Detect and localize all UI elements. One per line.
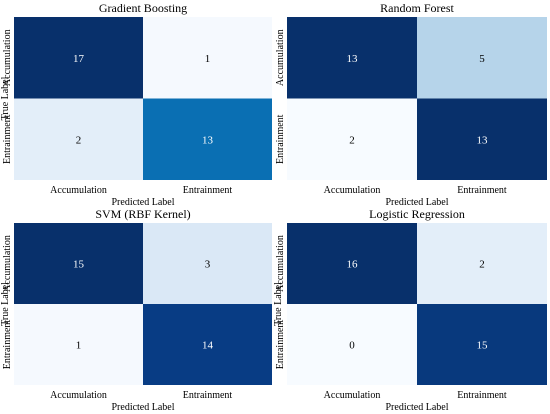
x-tick-label: Accumulation [50,185,107,196]
x-tick-label: Accumulation [50,390,107,401]
y-tick-label: Accumulation [2,29,13,86]
y-tick-label: Entrainment [275,114,286,164]
y-tick-label: Entrainment [2,114,13,164]
x-tick-label: Accumulation [324,185,381,196]
cell-value-label: 1 [76,340,82,352]
cell-value-label: 2 [76,134,82,146]
y-tick-label: Entrainment [275,320,286,370]
x-axis-label: Predicted Label [111,197,174,208]
cell-value-label: 15 [477,340,489,352]
heatmap-cell [143,17,272,99]
x-tick-label: Entrainment [183,390,233,401]
y-tick-label: Accumulation [275,29,286,86]
x-axis-label: Predicted Label [385,197,448,208]
heatmap-cell [417,304,547,385]
y-axis-label: True Label [0,76,11,120]
heatmap-cell [287,98,417,180]
cell-value-label: 2 [479,259,485,271]
panel-2: Random Forest 13 5 2 13 Accumulation Entrainme… [275,1,547,208]
cell-value-label: 13 [347,53,359,65]
panel-1: Gradient Boosting 17 1 2 13 Accumulation Entra… [0,1,272,208]
heatmap-cell [287,17,417,99]
y-axis-label: True Label [273,282,284,326]
panel-4: Logistic Regression 16 2 0 15 Accumulation Ent… [273,207,547,413]
cell-value-label: 15 [73,259,85,271]
x-tick-label: Entrainment [457,185,507,196]
x-tick-label: Entrainment [183,185,233,196]
panel-title: Gradient Boosting [99,1,187,15]
y-tick-label: Entrainment [2,320,13,370]
x-axis-label: Predicted Label [111,402,174,413]
cell-value-label: 17 [73,53,85,65]
cell-value-label: 0 [349,340,355,352]
heatmap-cell [417,98,547,180]
cell-value-label: 16 [347,259,359,271]
cell-value-label: 2 [349,134,355,146]
panel-title: SVM (RBF Kernel) [95,207,190,221]
cell-value-label: 1 [205,53,211,65]
heatmap-cell [14,223,143,304]
cell-value-label: 14 [202,340,214,352]
panel-3: SVM (RBF Kernel) 15 3 1 14 Accumulation Entrai… [0,207,272,413]
cell-value-label: 3 [205,259,211,271]
heatmap-cell [287,223,417,304]
heatmap-cell [14,98,143,180]
heatmap-cell [417,223,547,304]
x-tick-label: Entrainment [457,390,507,401]
cell-value-label: 13 [202,134,214,146]
heatmap-cell [14,304,143,385]
heatmap-cell [143,98,272,180]
panel-title: Random Forest [380,1,454,15]
heatmap-cell [143,304,272,385]
x-tick-label: Accumulation [324,390,381,401]
cell-value-label: 5 [479,53,485,65]
heatmap-cell [417,17,547,99]
heatmap-cell [287,304,417,385]
y-axis-label: True Label [0,282,11,326]
heatmap-cell [14,17,143,99]
panel-title: Logistic Regression [369,207,465,221]
heatmap-cell [143,223,272,304]
y-tick-label: Accumulation [275,235,286,292]
x-axis-label: Predicted Label [385,402,448,413]
cell-value-label: 13 [477,134,489,146]
y-tick-label: Accumulation [2,235,13,292]
